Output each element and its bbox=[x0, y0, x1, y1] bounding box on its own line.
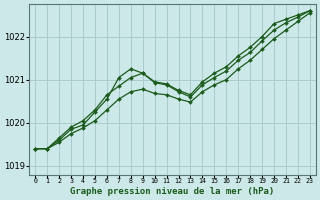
X-axis label: Graphe pression niveau de la mer (hPa): Graphe pression niveau de la mer (hPa) bbox=[70, 187, 275, 196]
